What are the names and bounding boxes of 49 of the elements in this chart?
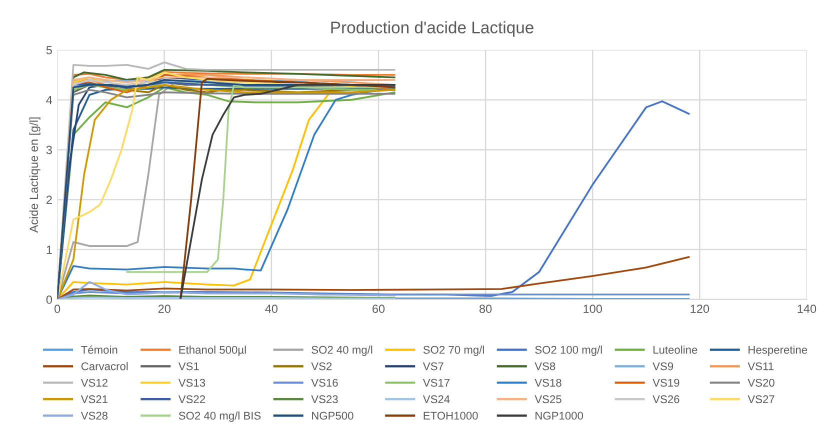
x-tick-label: 0 [54,304,60,313]
legend-label: VS20 [748,378,774,387]
y-tick-label: 1 [46,246,52,254]
chart-title: Production d'acide Lactique [331,21,534,37]
legend-label: VS23 [311,395,338,404]
legend-label: VS21 [80,395,108,404]
y-tick-label: 0 [46,295,52,304]
legend-label: ETOH1000 [424,412,478,420]
legend-label: VS11 [748,362,774,370]
legend-label: VS24 [422,395,450,404]
legend-label: VS13 [178,378,206,387]
y-tick-label: 3 [46,146,52,154]
legend-label: VS8 [534,362,556,370]
y-tick-label: 4 [46,96,52,104]
x-tick-label: 120 [690,304,710,313]
legend-label: VS19 [652,378,680,387]
legend-label: Témoin [81,345,118,354]
x-tick-label: 140 [798,304,816,313]
x-tick-label: 60 [372,304,385,313]
legend-label: VS25 [534,395,562,404]
legend-label: VS1 [178,362,199,370]
legend-label: VS2 [311,362,332,370]
legend-label: SO2 40 mg/l BIS [178,411,261,422]
legend-label: VS28 [80,412,108,420]
legend-label: VS26 [652,395,680,404]
x-tick-label: 40 [265,304,278,313]
y-tick-label: 2 [46,196,52,204]
legend-label: SO2 40 mg/l [312,346,372,356]
x-tick-label: 20 [158,304,170,313]
legend-label: VS7 [422,362,444,370]
legend-label: VS17 [422,378,450,387]
x-tick-label: 100 [584,304,602,313]
legend-label: VS9 [652,362,674,370]
legend-label: VS18 [534,378,562,387]
legend-label: NGP500 [312,412,354,420]
legend-label: VS12 [80,378,108,387]
legend-label: Ethanol 500µl [179,346,246,356]
legend-label: SO2 70 mg/l [423,346,484,356]
legend-label: SO2 100 mg/l [535,346,602,356]
y-tick-label: 5 [46,46,52,54]
x-tick-label: 80 [480,304,492,313]
legend-label: Carvacrol [81,362,128,370]
legend-label: NGP1000 [536,412,584,420]
legend-label: Luteoline [653,346,698,354]
legend-label: Hesperetine [748,346,808,356]
y-axis-title: Acide Lactique en [g/l] [29,117,40,233]
legend-label: VS27 [748,395,774,404]
legend-label: VS22 [178,395,206,404]
legend-label: VS16 [311,378,338,387]
